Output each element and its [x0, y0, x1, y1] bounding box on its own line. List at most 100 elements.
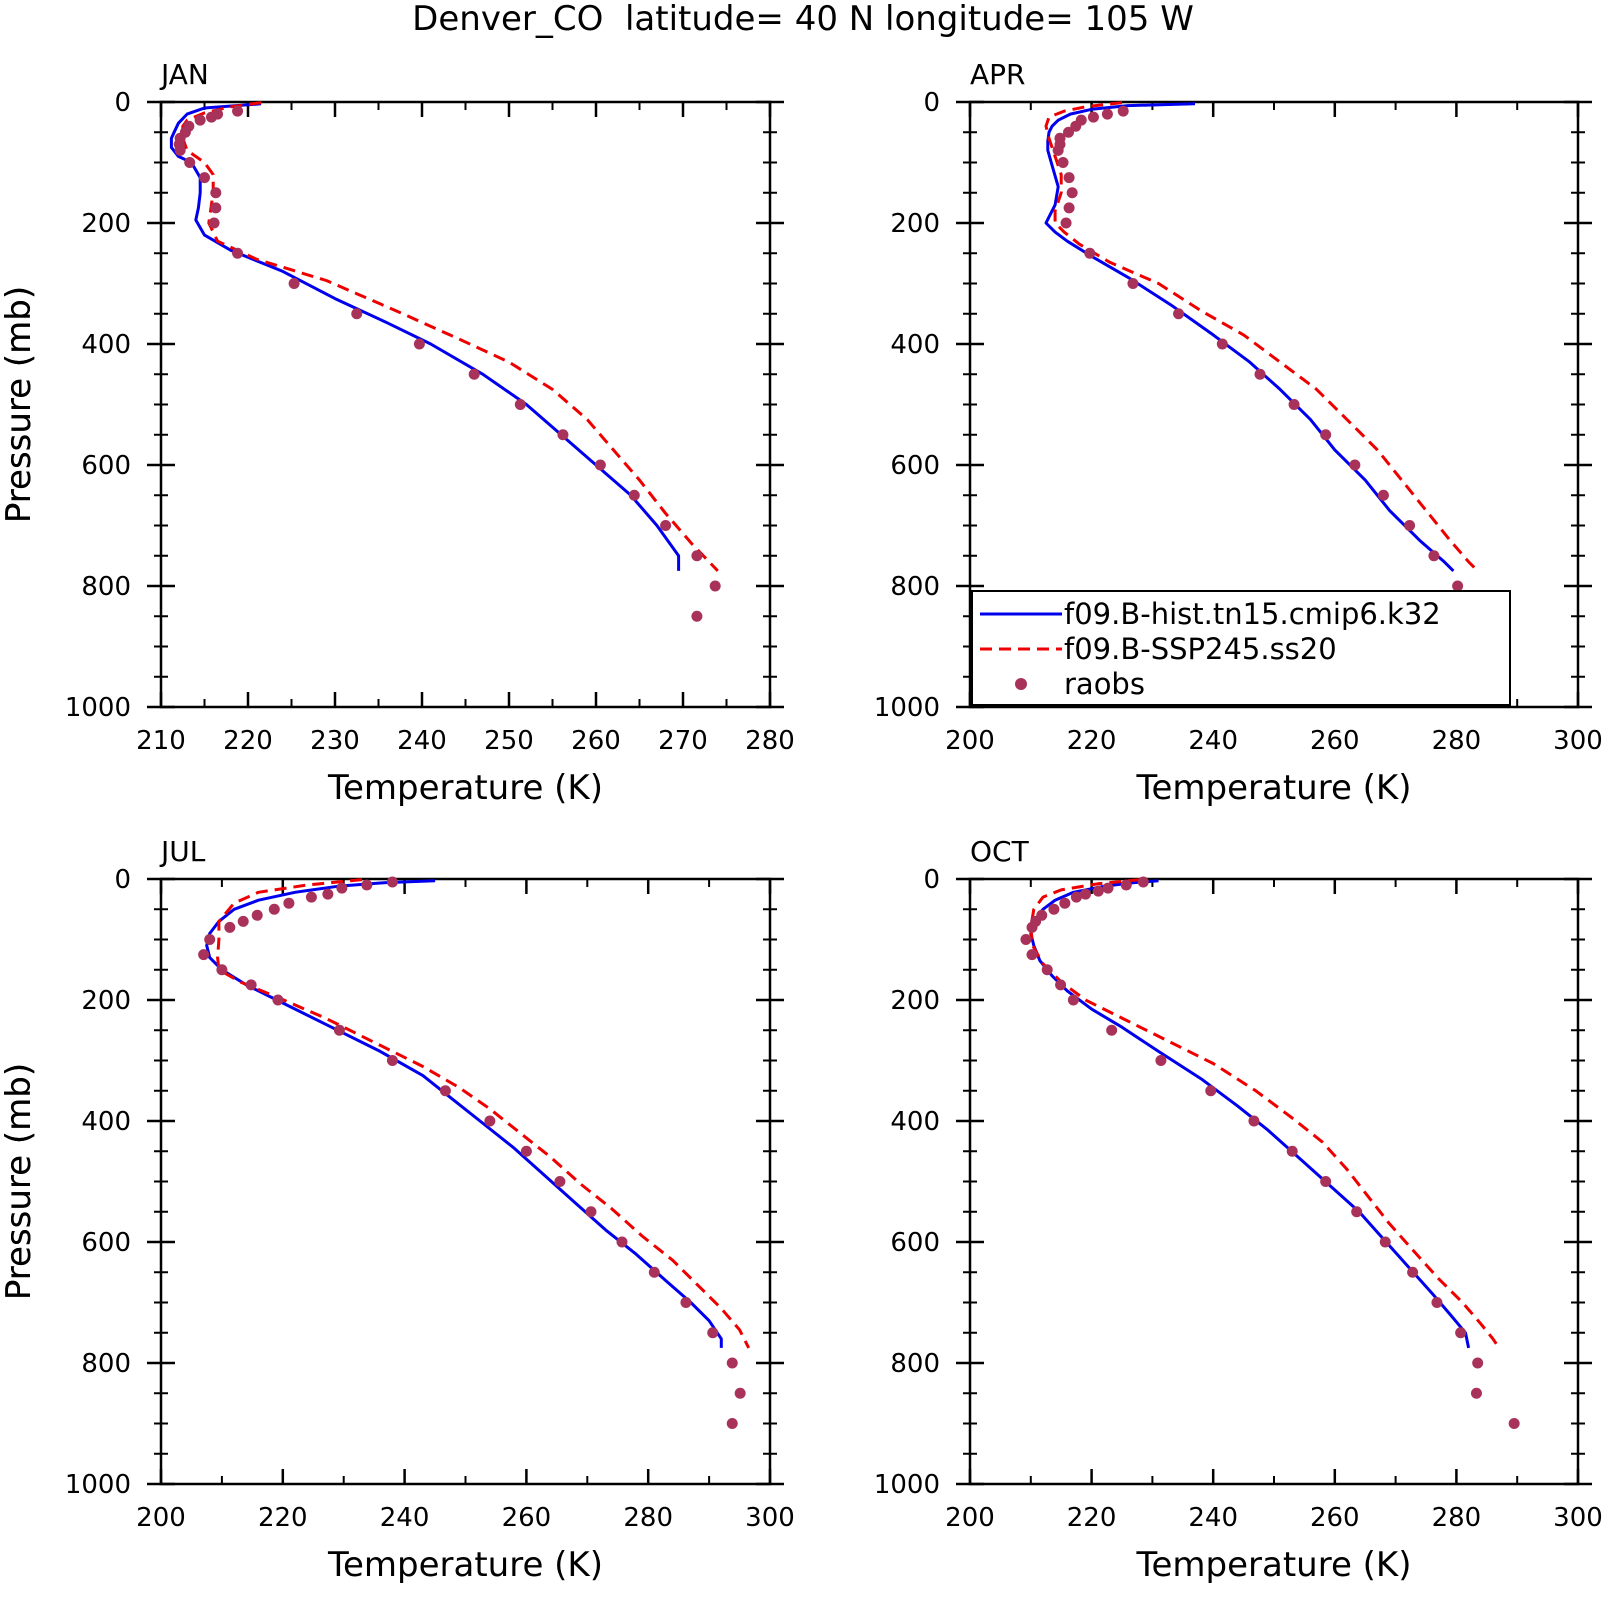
raobs-point [1117, 105, 1129, 117]
legend-label: f09.B-SSP245.ss20 [1064, 632, 1337, 666]
raobs-point [1508, 1418, 1520, 1429]
y-tick-label: 800 [890, 1349, 940, 1379]
raobs-point [1057, 157, 1069, 168]
y-tick-label: 1000 [65, 693, 131, 723]
raobs-point [1377, 489, 1389, 501]
raobs-point [1055, 979, 1067, 991]
x-tick-label: 220 [1067, 1503, 1117, 1533]
raobs-point [232, 247, 244, 259]
raobs-point [1173, 308, 1185, 320]
x-tick-label: 200 [945, 1503, 995, 1533]
raobs-point [210, 187, 222, 199]
panel-label: JAN [159, 58, 209, 91]
y-tick-label: 600 [81, 1228, 131, 1258]
y-tick-label: 0 [923, 88, 940, 118]
ssp245-line [181, 101, 719, 572]
x-tick-label: 220 [258, 1503, 308, 1533]
y-tick-label: 400 [890, 330, 940, 360]
raobs-point [1052, 144, 1064, 156]
raobs-point [680, 1297, 692, 1308]
y-tick-label: 200 [81, 209, 131, 239]
raobs-point [1216, 338, 1228, 350]
legend-marker [1015, 678, 1027, 690]
y-tick-label: 800 [81, 1349, 131, 1379]
y-tick-label: 800 [81, 572, 131, 602]
raobs-point [1407, 1266, 1419, 1278]
y-tick-label: 600 [890, 1228, 940, 1258]
panels: 210 220 230 240 250 260 270 280 0 200 400 600 800 100… [0, 58, 1603, 1585]
axes-jul: 200 220 240 260 280 300 0 200 400 600 800 1000 [65, 865, 795, 1533]
raobs-point [468, 368, 480, 380]
panel-jan: 210 220 230 240 250 260 270 280 0 200 400 600 800 100… [0, 58, 795, 808]
raobs-point [484, 1115, 496, 1127]
raobs-point [707, 1327, 719, 1339]
raobs-point [194, 114, 206, 126]
panel-apr: 200 220 240 260 280 300 0 200 400 600 800 1000 Tempe… [0, 58, 1603, 808]
raobs-point [1120, 879, 1132, 891]
raobs-markers [173, 105, 721, 622]
raobs-point [336, 882, 348, 894]
raobs-point [208, 217, 220, 229]
y-tick-label: 200 [890, 986, 940, 1016]
hist-line [169, 102, 681, 571]
ssp245-line [1044, 101, 1479, 572]
raobs-point [333, 1024, 345, 1036]
raobs-point [1063, 172, 1075, 184]
legend-label: f09.B-hist.tn15.cmip6.k32 [1064, 597, 1441, 631]
raobs-point [232, 105, 244, 117]
hist-line [1029, 879, 1471, 1349]
raobs-markers [198, 876, 746, 1429]
raobs-point [1101, 108, 1113, 120]
y-tick-label: 600 [890, 451, 940, 481]
y-tick-label: 400 [81, 1107, 131, 1137]
raobs-point [1070, 120, 1082, 132]
raobs-point [1470, 1387, 1482, 1399]
raobs-point [1084, 247, 1096, 259]
raobs-point [1041, 964, 1053, 976]
x-tick-label: 210 [136, 726, 186, 756]
raobs-point [1248, 1115, 1260, 1127]
raobs-point [1155, 1055, 1167, 1066]
raobs-point [1349, 459, 1361, 471]
x-tick-label: 230 [310, 726, 360, 756]
raobs-point [726, 1418, 738, 1429]
x-tick-label: 220 [223, 726, 273, 756]
raobs-point [1320, 429, 1332, 441]
raobs-markers [1052, 105, 1472, 622]
y-axis-title: Pressure (mb) [0, 1063, 39, 1300]
raobs-point [1063, 202, 1075, 214]
raobs-point [1455, 1327, 1467, 1339]
y-axis-title: Pressure (mb) [0, 286, 39, 523]
axes-apr: 200 220 240 260 280 300 0 200 400 600 800 1000 [874, 88, 1603, 756]
raobs-point [1026, 949, 1038, 961]
axes-jan: 210 220 230 240 250 260 270 280 0 200 400 600 800 100… [65, 88, 795, 756]
raobs-point [660, 520, 672, 531]
legend-label: raobs [1064, 667, 1145, 701]
y-tick-label: 600 [81, 451, 131, 481]
x-tick-label: 250 [484, 726, 534, 756]
raobs-point [322, 888, 334, 900]
raobs-point [594, 459, 606, 471]
raobs-point [557, 429, 569, 441]
panel-label: JUL [159, 835, 206, 868]
x-tick-label: 200 [136, 1503, 186, 1533]
raobs-point [520, 1145, 532, 1157]
raobs-point [1452, 580, 1464, 592]
raobs-point [210, 202, 222, 214]
raobs-point [734, 1387, 746, 1399]
raobs-point [1205, 1085, 1217, 1097]
y-tick-label: 1000 [874, 1470, 940, 1500]
y-tick-label: 400 [81, 330, 131, 360]
raobs-point [272, 994, 284, 1006]
raobs-point [386, 876, 398, 888]
ssp245-line [1029, 878, 1501, 1349]
raobs-point [174, 144, 186, 156]
raobs-point [283, 897, 295, 909]
raobs-point [1137, 876, 1149, 888]
raobs-point [628, 489, 640, 501]
y-tick-label: 200 [81, 986, 131, 1016]
raobs-point [1070, 891, 1082, 903]
y-tick-label: 800 [890, 572, 940, 602]
raobs-point [1288, 399, 1300, 410]
